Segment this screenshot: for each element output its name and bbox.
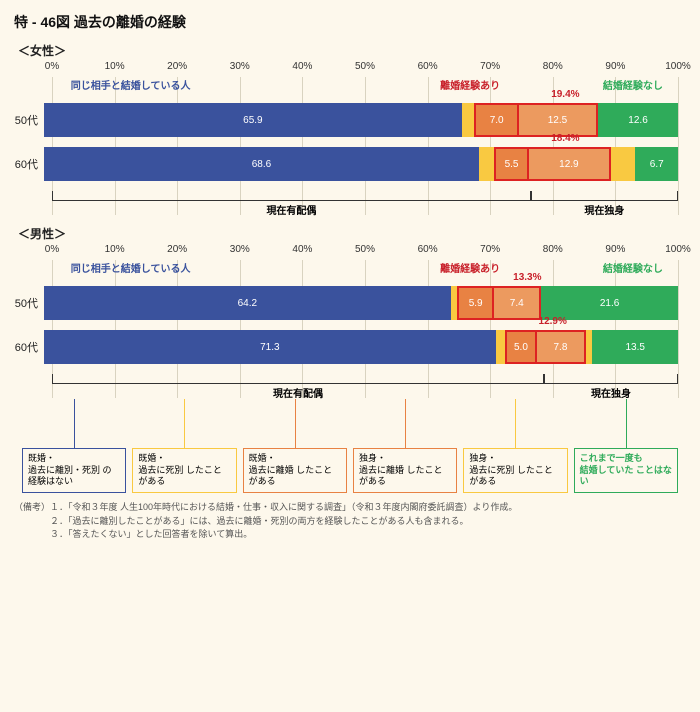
axis-tick: 40%: [292, 61, 312, 72]
bracket-label: 現在独身: [531, 202, 678, 217]
bar-segment: 71.3: [44, 330, 496, 364]
chart-group: 0%10%20%30%40%50%60%70%80%90%100%同じ相手と結婚…: [14, 61, 686, 215]
axis-tick: 80%: [543, 61, 563, 72]
bracket-label: 現在有配偶: [52, 202, 531, 217]
bar-segment: [496, 330, 505, 364]
legend-box: 既婚・過去に離別・死別 の経験はない: [22, 448, 126, 493]
bar-segment: 5.5: [494, 147, 529, 181]
stacked-bar: 65.97.012.512.619.4%: [44, 103, 678, 137]
bar-segment: 64.2: [44, 286, 451, 320]
stacked-bar: 68.65.512.96.718.4%: [44, 147, 678, 181]
subgroup-label: ＜女性＞: [18, 42, 686, 59]
footnote-item: ３．「答えたくない」とした回答者を除いて算出。: [50, 528, 517, 542]
axis-tick: 100%: [665, 61, 691, 72]
row-label: 60代: [14, 339, 44, 355]
stacked-bar: 71.35.07.813.512.9%: [44, 330, 678, 364]
axis-tick: 80%: [543, 244, 563, 255]
callout-label: 12.9%: [539, 316, 567, 327]
bar-segment: 5.0: [505, 330, 537, 364]
stacked-bar: 64.25.97.421.613.3%: [44, 286, 678, 320]
bracket-label: 現在独身: [544, 385, 678, 400]
row-label: 50代: [14, 295, 44, 311]
legend-box: 独身・過去に死別 したことがある: [463, 448, 567, 493]
top-legend-label: 離婚経験あり: [440, 77, 500, 92]
top-legend-label: 同じ相手と結婚している人: [71, 77, 191, 92]
axis-tick: 20%: [167, 61, 187, 72]
footnote-item: ２．「過去に離別したことがある」には、過去に離婚・死別の両方を経験したことがある…: [50, 515, 517, 529]
bar-segment: 12.5: [519, 103, 598, 137]
callout-label: 19.4%: [551, 89, 579, 100]
chart-title: 特 - 46図 過去の離婚の経験: [14, 12, 686, 32]
chart-group: 0%10%20%30%40%50%60%70%80%90%100%同じ相手と結婚…: [14, 244, 686, 398]
callout-label: 18.4%: [551, 133, 579, 144]
legend-boxes: 既婚・過去に離別・死別 の経験はない既婚・過去に死別 したことがある既婚・過去に…: [22, 448, 678, 493]
callout-label: 13.3%: [513, 272, 541, 283]
axis-tick: 70%: [480, 61, 500, 72]
bar-segment: 5.9: [457, 286, 494, 320]
bracket-label: 現在有配偶: [52, 385, 544, 400]
axis-tick: 50%: [355, 61, 375, 72]
top-legend-label: 離婚経験あり: [440, 260, 500, 275]
axis-tick: 30%: [230, 61, 250, 72]
bar-segment: 68.6: [44, 147, 479, 181]
axis-tick: 90%: [605, 61, 625, 72]
bar-segment: 7.4: [494, 286, 541, 320]
axis-tick: 10%: [105, 244, 125, 255]
axis-tick: 50%: [355, 244, 375, 255]
axis-tick: 40%: [292, 244, 312, 255]
bar-segment: 21.6: [541, 286, 678, 320]
bar-segment: [462, 103, 475, 137]
axis-tick: 10%: [105, 61, 125, 72]
row-label: 60代: [14, 156, 44, 172]
notes-head: （備考）: [14, 501, 50, 542]
legend-box: 独身・過去に離婚 したことがある: [353, 448, 457, 493]
row-label: 50代: [14, 112, 44, 128]
bar-segment: 7.8: [537, 330, 586, 364]
legend-box: 既婚・過去に離婚 したことがある: [243, 448, 347, 493]
top-legend-label: 結婚経験なし: [603, 77, 663, 92]
axis-tick: 90%: [605, 244, 625, 255]
top-legend-label: 結婚経験なし: [603, 260, 663, 275]
axis-tick: 60%: [418, 61, 438, 72]
axis-tick: 60%: [418, 244, 438, 255]
bar-segment: 12.9: [529, 147, 611, 181]
bar-segment: 6.7: [635, 147, 677, 181]
footnote-item: １．「令和３年度 人生100年時代における結婚・仕事・収入に関する調査」（令和３…: [50, 501, 517, 515]
bar-segment: 65.9: [44, 103, 462, 137]
bar-segment: 13.5: [592, 330, 678, 364]
top-legend-label: 同じ相手と結婚している人: [71, 260, 191, 275]
axis-tick: 30%: [230, 244, 250, 255]
axis-tick: 0%: [45, 244, 59, 255]
legend-box: 既婚・過去に死別 したことがある: [132, 448, 236, 493]
footnotes: （備考） １．「令和３年度 人生100年時代における結婚・仕事・収入に関する調査…: [14, 501, 686, 542]
bar-segment: 12.6: [598, 103, 678, 137]
bar-segment: [611, 147, 636, 181]
axis-tick: 0%: [45, 61, 59, 72]
axis-tick: 100%: [665, 244, 691, 255]
legend-box: これまで一度も結婚していた ことはない: [574, 448, 678, 493]
bar-segment: [479, 147, 494, 181]
axis-tick: 70%: [480, 244, 500, 255]
axis-tick: 20%: [167, 244, 187, 255]
bar-segment: 7.0: [474, 103, 518, 137]
subgroup-label: ＜男性＞: [18, 225, 686, 242]
